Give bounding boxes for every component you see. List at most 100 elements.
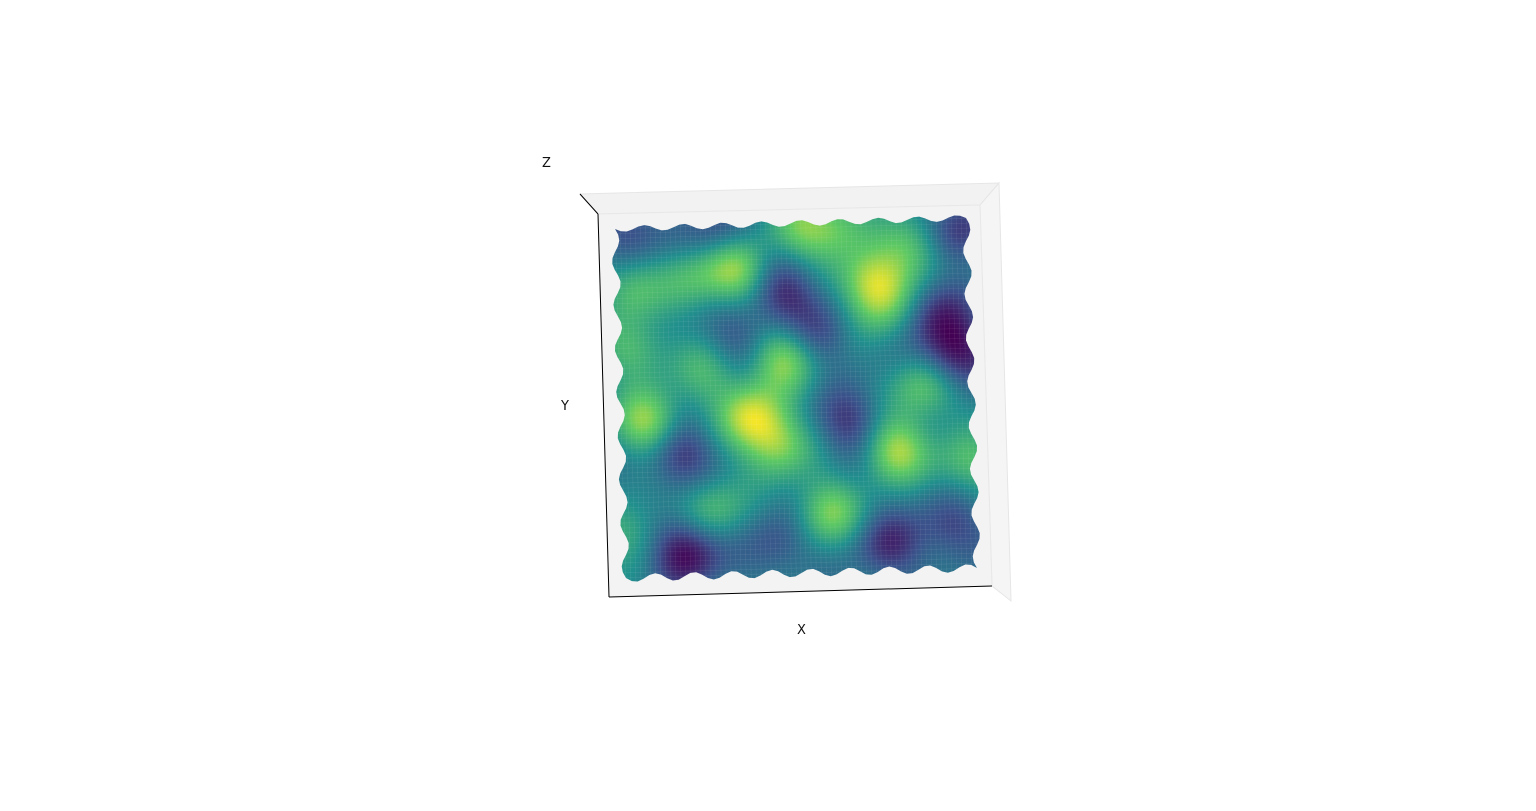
mesh-line xyxy=(616,457,980,469)
mesh-line xyxy=(725,219,737,581)
mesh-line xyxy=(618,512,980,524)
mesh-line xyxy=(614,397,978,409)
mesh-line xyxy=(612,342,976,354)
mesh-line xyxy=(619,552,980,564)
mesh-line xyxy=(613,372,977,384)
mesh-line xyxy=(612,237,973,250)
mesh-line xyxy=(612,257,974,270)
mesh-line xyxy=(619,547,980,559)
mesh-line xyxy=(790,217,802,580)
mesh-line xyxy=(760,218,772,580)
mesh-line xyxy=(616,442,980,454)
mesh-line xyxy=(612,262,974,275)
mesh-line xyxy=(616,447,980,459)
mesh-line xyxy=(960,215,973,575)
mesh-line xyxy=(945,215,958,575)
mesh-line xyxy=(615,417,979,429)
mesh-line xyxy=(845,215,857,578)
mesh-line xyxy=(615,422,979,434)
mesh-line xyxy=(614,377,978,389)
mesh-line xyxy=(612,242,973,255)
mesh-line xyxy=(679,220,692,582)
mesh-line xyxy=(714,219,727,582)
mesh-line xyxy=(612,267,974,280)
mesh-line xyxy=(617,472,980,484)
mesh-line xyxy=(617,502,980,514)
y-axis-label: Y xyxy=(560,399,569,414)
mesh-line xyxy=(617,497,980,509)
mesh-line xyxy=(654,221,667,582)
mesh-line xyxy=(785,217,797,580)
mesh-line xyxy=(825,216,837,579)
mesh-line xyxy=(850,215,862,578)
mesh-line xyxy=(615,412,979,424)
mesh-line xyxy=(619,537,980,549)
mesh-line xyxy=(615,427,979,439)
mesh-line xyxy=(765,218,777,580)
mesh-line xyxy=(770,218,782,580)
mesh-line xyxy=(618,507,980,519)
mesh-line xyxy=(614,392,978,404)
mesh-line xyxy=(810,216,822,579)
mesh-line xyxy=(613,347,977,359)
mesh-line xyxy=(895,215,908,577)
mesh-line xyxy=(840,215,852,578)
mesh-line xyxy=(617,477,980,489)
mesh-line xyxy=(619,542,980,554)
mesh-line xyxy=(617,482,980,494)
mesh-line xyxy=(615,437,979,449)
mesh-line xyxy=(613,367,977,379)
mesh-line xyxy=(612,277,974,290)
mesh-line xyxy=(915,215,928,576)
mesh-line xyxy=(618,532,980,544)
mesh-line xyxy=(612,297,975,310)
mesh-line xyxy=(612,227,973,240)
mesh-line xyxy=(614,407,978,419)
mesh-line xyxy=(612,327,976,339)
mesh-line xyxy=(689,220,702,582)
mesh-line xyxy=(612,332,976,344)
mesh-line xyxy=(659,221,672,582)
mesh-line xyxy=(890,215,903,577)
mesh-line xyxy=(920,215,933,576)
mesh-line xyxy=(910,215,923,576)
mesh-line xyxy=(905,215,918,576)
z-axis-label: Z xyxy=(542,156,551,171)
mesh-line xyxy=(614,382,978,394)
mesh-line xyxy=(616,467,980,479)
mesh-line xyxy=(612,247,973,260)
mesh-line xyxy=(619,562,980,574)
mesh-line xyxy=(614,387,978,399)
mesh-line xyxy=(684,220,697,582)
mesh-line xyxy=(618,522,980,534)
mesh-line xyxy=(617,492,980,504)
mesh-line xyxy=(618,527,980,539)
mesh-line xyxy=(614,402,978,414)
x-axis-line xyxy=(608,585,993,598)
mesh-line xyxy=(612,307,975,320)
mesh-line xyxy=(875,215,888,577)
mesh-line xyxy=(669,221,682,582)
mesh-line xyxy=(613,362,977,374)
mesh-line xyxy=(805,217,817,579)
mesh-line xyxy=(704,220,717,582)
mesh-line xyxy=(624,222,637,582)
mesh-line xyxy=(674,221,687,582)
mesh-line xyxy=(745,218,757,581)
mesh-line xyxy=(612,272,974,285)
mesh-line xyxy=(855,215,867,578)
mesh-line xyxy=(880,215,893,577)
mesh-line xyxy=(694,220,707,582)
mesh-line xyxy=(735,219,747,581)
mesh-line xyxy=(612,337,976,349)
mesh-line xyxy=(612,312,975,325)
mesh-line xyxy=(720,219,732,582)
mesh-line xyxy=(775,217,787,580)
mesh-line xyxy=(619,222,632,582)
mesh-line xyxy=(612,232,973,245)
mesh-line xyxy=(649,221,662,582)
mesh-line xyxy=(616,462,980,474)
mesh-line xyxy=(830,216,842,578)
